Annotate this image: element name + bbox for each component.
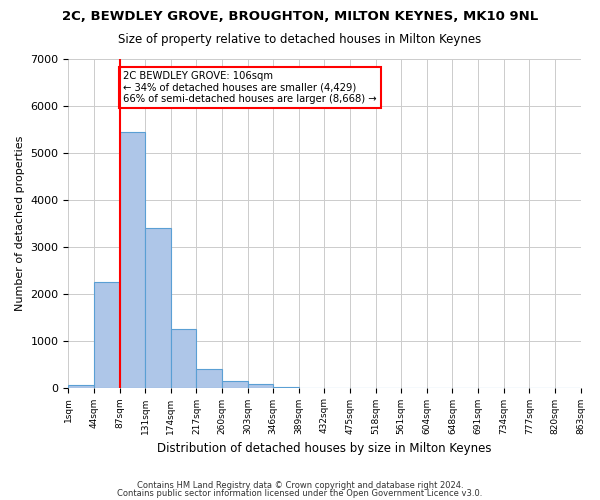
Text: Contains HM Land Registry data © Crown copyright and database right 2024.: Contains HM Land Registry data © Crown c… xyxy=(137,481,463,490)
Bar xyxy=(222,382,248,388)
Bar xyxy=(196,369,222,388)
Bar xyxy=(273,386,299,388)
Text: 2C, BEWDLEY GROVE, BROUGHTON, MILTON KEYNES, MK10 9NL: 2C, BEWDLEY GROVE, BROUGHTON, MILTON KEY… xyxy=(62,10,538,23)
Bar xyxy=(145,228,171,388)
Bar xyxy=(248,384,273,388)
Text: Size of property relative to detached houses in Milton Keynes: Size of property relative to detached ho… xyxy=(118,32,482,46)
Bar xyxy=(68,385,94,388)
Bar xyxy=(94,282,119,388)
Text: 2C BEWDLEY GROVE: 106sqm
← 34% of detached houses are smaller (4,429)
66% of sem: 2C BEWDLEY GROVE: 106sqm ← 34% of detach… xyxy=(124,70,377,104)
Text: Contains public sector information licensed under the Open Government Licence v3: Contains public sector information licen… xyxy=(118,488,482,498)
X-axis label: Distribution of detached houses by size in Milton Keynes: Distribution of detached houses by size … xyxy=(157,442,492,455)
Bar xyxy=(119,132,145,388)
Y-axis label: Number of detached properties: Number of detached properties xyxy=(15,136,25,311)
Bar xyxy=(171,329,196,388)
